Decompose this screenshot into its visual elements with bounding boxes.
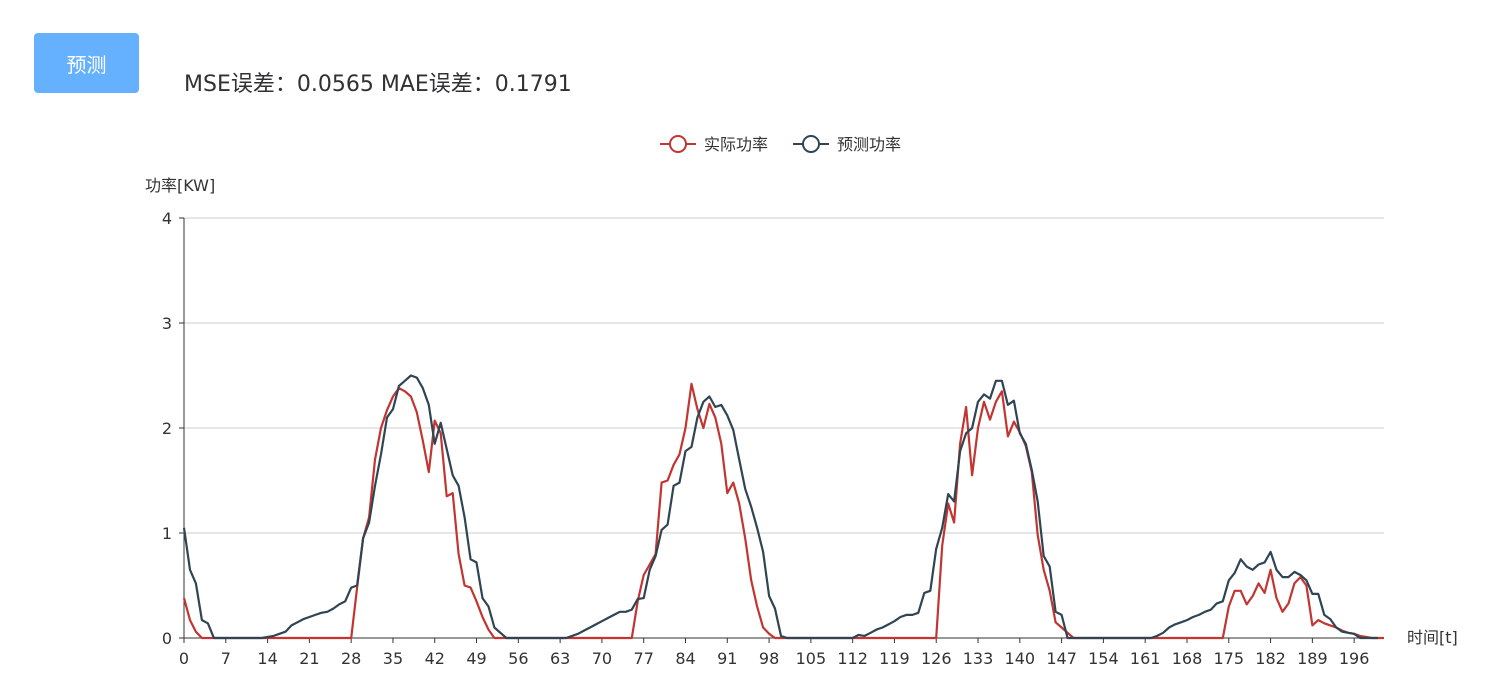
x-tick-label: 154	[1088, 649, 1119, 668]
y-tick-label: 2	[162, 419, 172, 438]
x-tick-label: 133	[963, 649, 994, 668]
y-tick-label: 4	[162, 209, 172, 228]
x-tick-label: 140	[1005, 649, 1036, 668]
x-tick-label: 70	[592, 649, 612, 668]
x-tick-label: 189	[1297, 649, 1328, 668]
x-tick-label: 168	[1172, 649, 1203, 668]
legend-circle-icon	[802, 135, 820, 153]
series-line-actual	[182, 382, 1384, 640]
legend-item-actual[interactable]: 实际功率	[660, 135, 768, 154]
x-tick-label: 196	[1339, 649, 1370, 668]
x-tick-label: 49	[466, 649, 486, 668]
x-tick-label: 14	[257, 649, 277, 668]
x-tick-label: 182	[1255, 649, 1286, 668]
y-tick-label: 0	[162, 629, 172, 648]
error-metrics: MSE误差：0.0565 MAE误差：0.1791	[184, 66, 572, 98]
y-tick-label: 1	[162, 524, 172, 543]
y-axis-label: 功率[KW]	[145, 176, 215, 195]
x-tick-label: 119	[879, 649, 910, 668]
mae-label: MAE误差：	[380, 72, 495, 97]
x-tick-label: 147	[1046, 649, 1077, 668]
legend-label: 预测功率	[837, 135, 901, 154]
x-tick-label: 42	[425, 649, 445, 668]
x-tick-label: 175	[1214, 649, 1245, 668]
mse-label: MSE误差：	[184, 72, 297, 97]
legend-item-predicted[interactable]: 预测功率	[793, 135, 901, 154]
x-tick-label: 91	[717, 649, 737, 668]
x-axis-label: 时间[t]	[1407, 628, 1458, 647]
mse-value: 0.0565	[296, 72, 374, 97]
x-tick-label: 0	[179, 649, 189, 668]
mae-value: 0.1791	[494, 72, 572, 97]
x-tick-label: 28	[341, 649, 361, 668]
y-tick-label: 3	[162, 314, 172, 333]
chart-legend[interactable]: 实际功率 预测功率	[660, 135, 901, 154]
predict-button[interactable]: 预测	[34, 33, 139, 93]
x-tick-label: 112	[837, 649, 868, 668]
legend-label: 实际功率	[704, 135, 768, 154]
legend-circle-icon	[669, 135, 687, 153]
x-tick-label: 56	[508, 649, 528, 668]
x-tick-label: 63	[550, 649, 570, 668]
x-tick-label: 126	[921, 649, 952, 668]
x-tick-label: 161	[1130, 649, 1161, 668]
series-line-predicted	[182, 374, 1378, 640]
x-tick-label: 77	[634, 649, 654, 668]
x-tick-label: 7	[221, 649, 231, 668]
x-tick-label: 21	[299, 649, 319, 668]
x-tick-label: 105	[796, 649, 827, 668]
x-tick-label: 84	[675, 649, 695, 668]
x-tick-label: 98	[759, 649, 779, 668]
x-tick-label: 35	[383, 649, 403, 668]
